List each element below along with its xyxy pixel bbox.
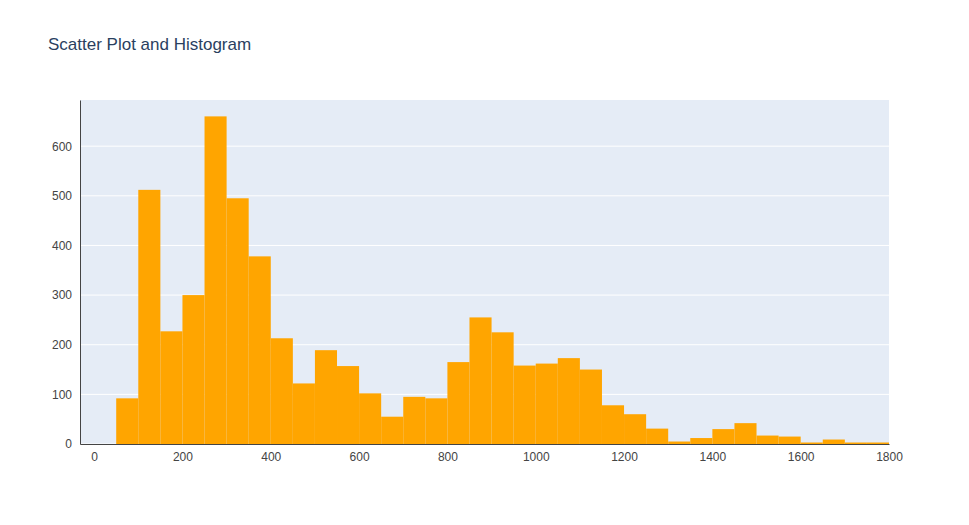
tick-label: 600 — [350, 450, 370, 464]
tick-label: 1400 — [700, 450, 727, 464]
tick-label: 200 — [52, 338, 72, 352]
histogram-bar — [734, 423, 756, 444]
tick: 0 — [65, 437, 80, 451]
histogram-bar — [138, 190, 160, 444]
histogram-bar — [381, 417, 403, 444]
plot-background — [80, 100, 889, 444]
tick: 600 — [350, 444, 370, 464]
histogram-bar — [757, 436, 779, 444]
histogram-bar — [116, 398, 138, 444]
y-axis: 0 100 200 300 400 500 600 — [52, 101, 81, 452]
tick: 400 — [52, 239, 80, 253]
tick: 600 — [52, 140, 80, 154]
histogram-bar — [425, 398, 447, 444]
histogram-bar — [845, 443, 867, 444]
histogram-bar — [867, 443, 889, 444]
histogram-bar — [712, 429, 734, 444]
tick-label: 600 — [52, 140, 72, 154]
histogram-bar — [646, 429, 668, 444]
tick-label: 0 — [91, 450, 98, 464]
histogram-bar — [271, 338, 293, 444]
tick: 200 — [173, 444, 193, 464]
tick: 0 — [91, 444, 98, 464]
tick-label: 300 — [52, 288, 72, 302]
histogram-bar — [690, 438, 712, 444]
tick: 800 — [438, 444, 458, 464]
histogram-bar — [315, 350, 337, 444]
tick-label: 1200 — [611, 450, 638, 464]
histogram-bar — [558, 358, 580, 444]
tick: 400 — [261, 444, 281, 464]
tick-label: 1000 — [523, 450, 550, 464]
tick-label: 0 — [65, 437, 72, 451]
histogram-bar — [536, 364, 558, 444]
histogram-bar — [469, 317, 491, 444]
tick: 100 — [52, 388, 80, 402]
chart: Scatter Plot and Histogram 0 200 400 600 800 1… — [0, 0, 969, 525]
histogram-bar — [779, 437, 801, 444]
tick-label: 1600 — [788, 450, 815, 464]
histogram-bar — [293, 383, 315, 444]
tick: 200 — [52, 338, 80, 352]
histogram-bar — [403, 397, 425, 444]
tick: 500 — [52, 189, 80, 203]
histogram-bar — [492, 332, 514, 444]
histogram-bar — [359, 393, 381, 444]
tick: 1600 — [788, 444, 815, 464]
grid-line — [80, 146, 889, 147]
tick-label: 100 — [52, 388, 72, 402]
histogram-bar — [337, 366, 359, 444]
tick: 1000 — [523, 444, 550, 464]
tick-label: 1800 — [876, 450, 903, 464]
x-axis: 0 200 400 600 800 1000 1200 1400 1600 1800 — [81, 444, 904, 464]
tick: 1800 — [876, 444, 903, 464]
tick-label: 400 — [261, 450, 281, 464]
histogram-bar — [514, 366, 536, 444]
histogram-bar — [580, 370, 602, 444]
histogram-bar — [624, 414, 646, 444]
tick: 1200 — [611, 444, 638, 464]
histogram-bar — [668, 442, 690, 444]
tick-label: 400 — [52, 239, 72, 253]
histogram-bar — [801, 443, 823, 444]
tick-label: 800 — [438, 450, 458, 464]
grid-line — [80, 245, 889, 246]
title: Scatter Plot and Histogram — [48, 35, 251, 54]
histogram-bar — [205, 116, 227, 444]
tick-label: 500 — [52, 189, 72, 203]
bars — [116, 116, 889, 444]
histogram-bar — [182, 295, 204, 444]
tick: 300 — [52, 288, 80, 302]
axis-line — [81, 444, 890, 445]
grid-line — [80, 195, 889, 196]
axis-line — [80, 101, 81, 445]
tick: 1400 — [700, 444, 727, 464]
tick-label: 200 — [173, 450, 193, 464]
histogram-bar — [227, 198, 249, 444]
histogram-bar — [160, 331, 182, 444]
histogram-bar — [823, 440, 845, 444]
histogram-bar — [447, 362, 469, 444]
histogram-bar — [602, 405, 624, 444]
histogram-bar — [249, 256, 271, 444]
